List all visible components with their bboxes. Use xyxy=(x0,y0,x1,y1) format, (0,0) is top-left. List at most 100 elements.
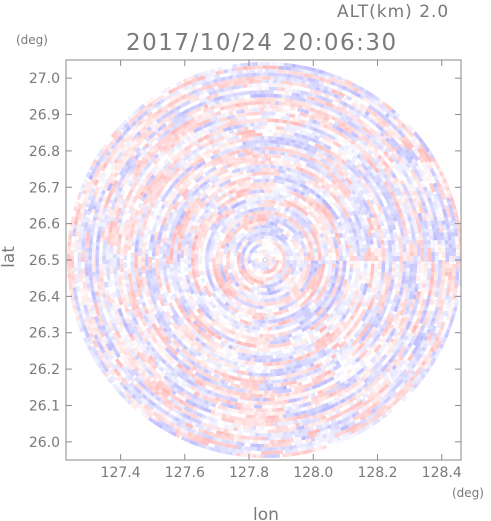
heat-cell xyxy=(247,194,253,199)
heat-cell xyxy=(267,235,273,240)
heat-cell xyxy=(263,327,269,331)
heat-cell xyxy=(159,256,163,262)
heat-cell xyxy=(120,258,124,264)
heat-cell xyxy=(260,206,265,211)
heat-cell xyxy=(260,235,265,240)
heat-cell xyxy=(262,185,267,190)
heat-cell xyxy=(211,309,218,315)
heat-cell xyxy=(278,228,285,234)
heat-cell xyxy=(311,240,316,246)
heat-cell xyxy=(213,245,218,251)
heat-cell xyxy=(249,234,255,240)
heat-cell xyxy=(266,175,271,179)
heat-cell xyxy=(180,249,185,255)
heat-cell xyxy=(303,263,308,269)
heat-cell xyxy=(268,260,273,264)
heat-cell xyxy=(269,312,275,317)
heat-cell xyxy=(268,196,274,201)
heat-cell xyxy=(267,326,273,331)
heat-cell xyxy=(291,248,296,254)
heat-cell xyxy=(212,257,216,262)
heat-cell xyxy=(145,240,150,247)
heatmap-layer xyxy=(66,61,461,459)
heat-cell xyxy=(282,304,288,310)
heat-cell xyxy=(244,257,248,262)
heat-cell xyxy=(301,244,306,250)
heat-cell xyxy=(249,197,255,202)
heat-cell xyxy=(265,178,270,183)
heat-cell xyxy=(314,263,318,269)
heat-cell xyxy=(314,260,319,265)
heat-cell xyxy=(278,306,284,312)
heat-cell xyxy=(291,267,296,272)
heat-cell xyxy=(249,238,255,244)
heat-cell xyxy=(218,240,223,246)
heat-cell xyxy=(265,266,270,271)
heat-cell xyxy=(253,225,259,230)
heat-cell xyxy=(219,277,225,283)
heat-cell xyxy=(186,278,191,284)
heat-cell xyxy=(406,256,411,262)
heat-cell xyxy=(249,215,255,221)
heat-cell xyxy=(339,225,345,231)
heat-cell xyxy=(180,245,185,251)
heat-cell xyxy=(251,193,257,198)
heat-cell xyxy=(268,232,274,237)
heat-cell xyxy=(257,196,262,201)
heat-cell xyxy=(246,268,252,274)
heat-cell xyxy=(250,304,256,309)
heat-cell xyxy=(256,337,262,342)
heat-cell xyxy=(300,256,304,261)
heat-cell xyxy=(268,319,274,324)
heat-cell xyxy=(190,253,195,259)
heat-cell xyxy=(272,232,278,238)
heat-cell xyxy=(261,341,267,345)
heat-cell xyxy=(252,218,258,223)
heat-cell xyxy=(209,321,216,328)
heat-cell xyxy=(270,228,276,234)
heat-cell xyxy=(312,298,319,305)
heat-cell xyxy=(273,322,279,327)
heat-cell xyxy=(244,209,250,215)
heat-cell xyxy=(299,263,304,269)
heat-cell xyxy=(279,335,285,340)
heat-cell xyxy=(312,271,317,277)
heat-cell xyxy=(198,243,204,249)
heat-cell xyxy=(208,253,213,259)
heat-cell xyxy=(256,365,262,370)
heat-cell xyxy=(313,248,318,253)
heat-cell xyxy=(275,280,281,286)
heat-cell xyxy=(296,263,301,269)
heat-cell xyxy=(265,263,269,268)
heat-cell xyxy=(256,207,261,212)
heat-cell xyxy=(188,243,193,249)
heat-cell xyxy=(258,249,264,255)
heat-cell xyxy=(226,265,231,270)
heat-cell xyxy=(273,186,279,191)
heat-cell xyxy=(270,333,276,338)
heat-cell xyxy=(261,178,266,183)
heat-cell xyxy=(259,228,264,233)
heat-cell xyxy=(263,210,268,215)
heat-cell xyxy=(330,271,335,277)
heat-cell xyxy=(248,208,254,213)
heat-cell xyxy=(269,268,275,273)
heat-cell xyxy=(317,248,322,254)
heat-cell xyxy=(259,269,264,274)
heat-cell xyxy=(263,309,269,314)
heat-cell xyxy=(252,319,258,324)
heat-cell xyxy=(208,249,213,255)
heat-cell xyxy=(292,263,297,269)
heat-cell xyxy=(313,267,318,273)
heat-cell xyxy=(271,271,277,276)
heat-cell xyxy=(244,202,250,207)
heat-cell xyxy=(309,248,315,254)
heat-cell xyxy=(325,260,329,265)
heat-cell xyxy=(260,125,266,130)
heat-cell xyxy=(187,266,192,272)
heat-cell xyxy=(253,178,259,183)
heat-cell xyxy=(328,260,333,265)
heat-cell xyxy=(247,325,253,330)
heat-cell xyxy=(264,235,269,239)
heat-cell xyxy=(335,260,340,265)
